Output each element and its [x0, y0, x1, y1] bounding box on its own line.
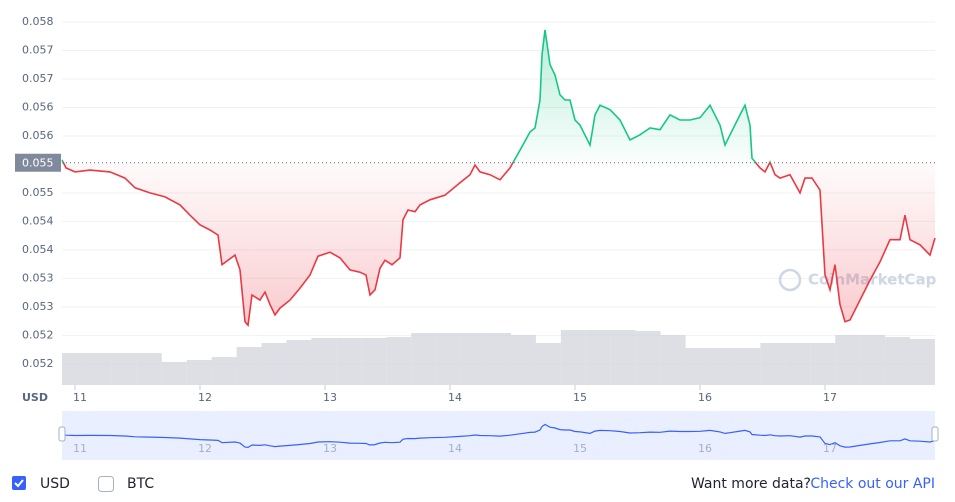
navigator-line [61, 423, 936, 449]
y-tick-label: 0.052 [22, 328, 54, 341]
navigator-tick-label: 14 [448, 442, 462, 455]
x-tick-label: 16 [698, 391, 712, 404]
volume-bar [560, 330, 586, 385]
volume-bar [735, 348, 761, 385]
more-data-prompt: Want more data? [691, 476, 811, 492]
volume-bar [136, 353, 162, 385]
y-tick-label: 0.054 [22, 243, 54, 256]
navigator-tick-label: 15 [573, 442, 587, 455]
x-tick-label: 13 [323, 391, 337, 404]
controls: USD BTC Want more data? Check out our AP… [12, 476, 935, 492]
volume-bar [62, 353, 87, 385]
check-icon [14, 479, 24, 488]
navigator-tick-label: 11 [73, 442, 87, 455]
x-tick-label: 14 [448, 391, 462, 404]
y-tick-label: 0.054 [22, 214, 54, 227]
volume-bar [835, 335, 861, 385]
volume-bar [885, 337, 911, 385]
volume-bar [760, 343, 786, 385]
volume-bar [336, 338, 362, 385]
usd-checkbox[interactable] [12, 476, 26, 490]
price-line [61, 29, 936, 328]
y-tick-label: 0.057 [22, 72, 54, 85]
volume-bar [286, 340, 312, 385]
y-tick-label: 0.052 [22, 357, 54, 370]
navigator-tick-label: 16 [698, 442, 712, 455]
volume-bar [86, 353, 112, 385]
btc-checkbox[interactable] [98, 476, 114, 492]
btc-option[interactable]: BTC [127, 476, 154, 492]
volume-bar [535, 343, 561, 385]
volume-bar [635, 331, 661, 385]
volume-bar [585, 330, 611, 385]
volume-bar [311, 338, 337, 385]
y-tick-label: 0.055 [22, 186, 54, 199]
navigator-tick-label: 12 [198, 442, 212, 455]
volume-bar [236, 347, 262, 385]
baseline-label-box [15, 153, 61, 172]
volume-bar [461, 333, 487, 385]
volume-bar [161, 362, 187, 385]
y-tick-label: 0.053 [22, 300, 54, 313]
volume-bar [261, 343, 287, 385]
price-area [62, 29, 935, 326]
volume-bar [386, 337, 412, 385]
volume-bar [361, 338, 387, 385]
volume-bar [660, 335, 686, 385]
volume-bar [910, 339, 935, 385]
x-tick-label: 17 [823, 391, 837, 404]
volume-bar [411, 333, 437, 385]
volume-bar [710, 348, 736, 385]
volume-bar [486, 333, 511, 385]
baseline-label: 0.055 [22, 157, 54, 170]
volume-bar [810, 343, 836, 385]
navigator-tick-label: 13 [323, 442, 337, 455]
x-tick-label: 15 [573, 391, 587, 404]
volume-bar [610, 330, 636, 385]
y-unit: USD [22, 391, 48, 404]
y-tick-label: 0.058 [22, 15, 54, 28]
volume-bar [860, 335, 886, 385]
volume-bar [685, 348, 711, 385]
navigator-tick-label: 17 [823, 442, 837, 455]
volume-bar [785, 343, 811, 385]
usd-option[interactable]: USD [40, 476, 70, 492]
volume-bar [211, 357, 237, 385]
volume-bar [111, 353, 137, 385]
volume-bar [436, 333, 462, 385]
y-tick-label: 0.057 [22, 43, 54, 56]
volume-bar [510, 335, 536, 385]
watermark-logo [778, 268, 802, 292]
y-tick-label: 0.056 [22, 100, 54, 113]
x-tick-label: 11 [73, 391, 87, 404]
navigator-handle[interactable] [58, 426, 66, 442]
navigator-handle[interactable] [931, 426, 939, 442]
y-tick-label: 0.053 [22, 271, 54, 284]
volume-bar [186, 360, 212, 385]
y-tick-label: 0.056 [22, 129, 54, 142]
x-tick-label: 12 [198, 391, 212, 404]
api-link[interactable]: Check out our API [810, 476, 935, 492]
